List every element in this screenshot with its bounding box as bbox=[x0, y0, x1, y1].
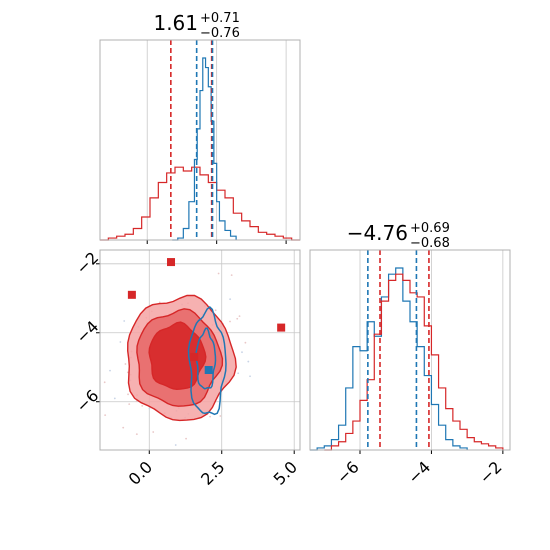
sample-point bbox=[141, 404, 144, 407]
sample-point bbox=[123, 320, 126, 322]
sample-point bbox=[241, 351, 243, 354]
sample-point bbox=[135, 433, 138, 436]
title-plus: +0.69 bbox=[410, 221, 450, 236]
red-marker bbox=[127, 290, 136, 299]
sample-point bbox=[230, 274, 233, 277]
histograms bbox=[100, 57, 300, 241]
sample-point bbox=[127, 393, 129, 396]
sample-point bbox=[209, 415, 211, 418]
sample-point bbox=[128, 403, 131, 406]
sample-point bbox=[113, 397, 116, 400]
sample-point bbox=[244, 341, 247, 344]
panel-frame bbox=[99, 249, 301, 451]
sample-point bbox=[249, 375, 251, 378]
sample-point bbox=[158, 301, 161, 304]
sample-point bbox=[124, 363, 127, 365]
sample-point bbox=[148, 407, 151, 410]
sample-point bbox=[135, 400, 138, 403]
sample-point bbox=[217, 272, 220, 275]
sample-point bbox=[219, 415, 222, 417]
red-marker bbox=[190, 352, 199, 361]
sample-point bbox=[104, 414, 107, 417]
red-histogram bbox=[100, 166, 300, 241]
blue-marker bbox=[204, 366, 213, 374]
quantile-lines bbox=[170, 40, 214, 240]
sample-point bbox=[236, 317, 239, 320]
blue-histogram bbox=[172, 57, 237, 241]
sample-point bbox=[152, 431, 155, 433]
title-value: −4.76 bbox=[347, 221, 408, 245]
sample-point bbox=[119, 341, 122, 343]
title-value: 1.61 bbox=[153, 11, 198, 35]
sample-point bbox=[229, 320, 231, 323]
title-plus: +0.71 bbox=[200, 11, 240, 26]
panel-frame bbox=[99, 39, 301, 241]
sample-point bbox=[214, 309, 217, 312]
red-marker bbox=[167, 258, 176, 267]
sample-point bbox=[229, 298, 232, 301]
sample-point bbox=[174, 444, 177, 446]
grid bbox=[146, 40, 287, 244]
sample-point bbox=[122, 426, 125, 429]
contours bbox=[126, 294, 237, 422]
sample-point bbox=[247, 360, 250, 363]
panel-frame bbox=[309, 249, 511, 451]
markers bbox=[127, 258, 286, 374]
sample-point bbox=[103, 381, 106, 384]
quantile-lines bbox=[367, 250, 430, 450]
blue-histogram bbox=[310, 267, 468, 451]
title-minus: −0.68 bbox=[410, 236, 450, 251]
red-marker bbox=[277, 323, 286, 332]
title-minus: −0.76 bbox=[200, 26, 240, 41]
sample-point bbox=[126, 371, 129, 374]
panel-top-left: 1.61 +0.71 −0.76 bbox=[99, 11, 301, 244]
sample-point bbox=[109, 369, 111, 372]
sample-point bbox=[185, 437, 187, 440]
sample-point bbox=[237, 372, 240, 375]
blue-contour-outer bbox=[187, 306, 227, 416]
sample-point bbox=[238, 315, 241, 318]
